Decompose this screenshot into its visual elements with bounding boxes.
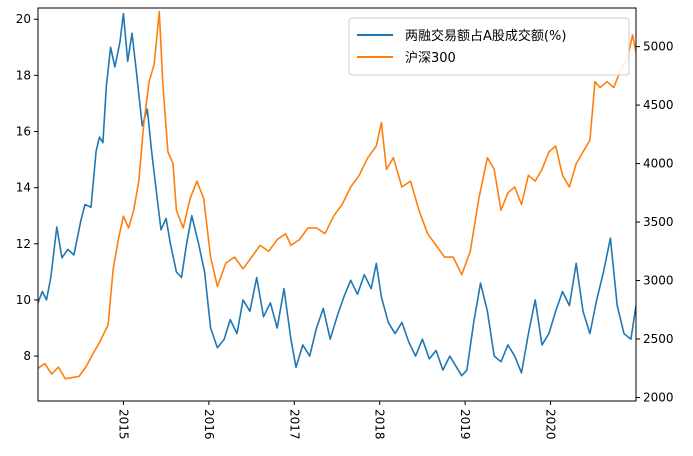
series-line-2: [38, 10, 636, 380]
legend-label: 两融交易额占A股成交额(%): [405, 28, 566, 44]
plot-area: [37, 7, 637, 402]
left-tick-label: 20: [16, 12, 31, 26]
right-tick-label: 2500: [643, 332, 674, 346]
left-tick-label: 8: [23, 349, 31, 363]
legend: 两融交易额占A股成交额(%) 沪深300: [348, 17, 630, 76]
left-tick-label: 10: [16, 293, 31, 307]
left-tick-label: 18: [16, 68, 31, 82]
x-tick-label: 2019: [458, 409, 472, 440]
x-tick-label: 2016: [202, 409, 216, 440]
left-tick-label: 14: [16, 181, 31, 195]
left-tick-label: 16: [16, 125, 31, 139]
x-axis: 2015 2016 2017 2018 2019 2020: [116, 401, 558, 440]
legend-label: 沪深300: [405, 50, 456, 66]
x-tick-label: 2015: [116, 409, 130, 440]
right-y-axis: 2000 2500 3000 3500 4000 4500 5000: [636, 40, 674, 404]
x-tick-label: 2017: [287, 409, 301, 440]
right-tick-label: 4500: [643, 98, 674, 112]
series-line-1: [38, 12, 636, 377]
right-tick-label: 3500: [643, 215, 674, 229]
x-tick-label: 2018: [373, 409, 387, 440]
left-y-axis: 8 10 12 14 16 18 20: [16, 12, 38, 363]
legend-box: [348, 17, 630, 76]
plot-frame: [37, 7, 637, 402]
right-tick-label: 5000: [643, 40, 674, 54]
left-tick-label: 12: [16, 237, 31, 251]
right-tick-label: 3000: [643, 274, 674, 288]
right-tick-label: 4000: [643, 157, 674, 171]
right-tick-label: 2000: [643, 390, 674, 404]
x-tick-label: 2020: [544, 409, 558, 440]
